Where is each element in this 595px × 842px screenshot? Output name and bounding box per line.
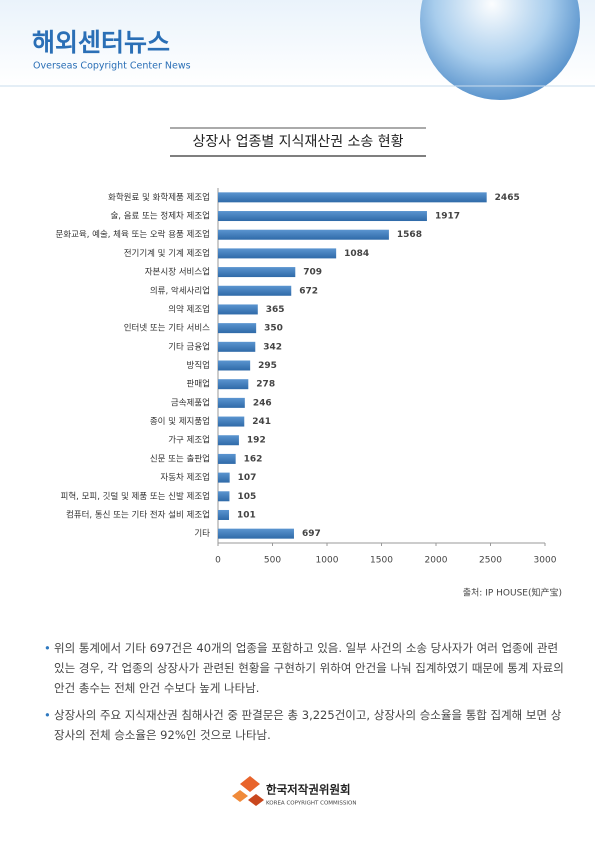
- bar: [218, 267, 296, 278]
- value-label: 1917: [435, 212, 460, 222]
- value-label: 278: [256, 380, 275, 390]
- value-label: 241: [252, 417, 271, 427]
- bar: [218, 472, 230, 483]
- footer-org: 한국저작권위원회: [266, 783, 351, 797]
- bar: [218, 192, 487, 203]
- value-label: 246: [253, 398, 272, 408]
- value-label: 709: [303, 268, 322, 278]
- value-label: 350: [264, 324, 283, 334]
- bar: [218, 248, 337, 259]
- category-label: 컴퓨터, 통신 또는 기타 전자 설비 제조업: [66, 509, 210, 520]
- value-label: 1568: [397, 230, 422, 240]
- category-label: 신문 또는 출판업: [150, 453, 210, 464]
- logo-mark: [248, 794, 264, 806]
- bar: [218, 229, 389, 240]
- chart-title: 상장사 업종별 지식재산권 소송 현황: [193, 134, 404, 150]
- value-label: 672: [299, 286, 318, 296]
- bar: [218, 304, 258, 315]
- logo-mark: [240, 776, 260, 792]
- bar: [218, 491, 230, 502]
- category-label: 판매업: [187, 380, 210, 390]
- bullet-text: 상장사의 주요 지식재산권 침해사건 중 판결문은 총 3,225건이고, 상장…: [44, 705, 564, 745]
- value-label: 105: [237, 492, 256, 502]
- bullet-text: 위의 통계에서 기타 697건은 40개의 업종을 포함하고 있음. 일부 사건…: [44, 638, 564, 698]
- footer-logo: [232, 776, 264, 806]
- x-tick-label: 2500: [479, 556, 502, 566]
- category-label: 피혁, 모피, 깃털 및 제품 또는 신발 제조업: [61, 491, 210, 502]
- bar: [218, 341, 256, 352]
- value-label: 162: [244, 454, 263, 464]
- bar: [218, 323, 257, 334]
- category-label: 인터넷 또는 기타 서비스: [124, 323, 210, 334]
- header-title: 해외센터뉴스: [32, 28, 170, 57]
- x-tick-label: 2000: [425, 556, 448, 566]
- bar: [218, 285, 292, 296]
- value-label: 192: [247, 436, 266, 446]
- x-tick-label: 500: [264, 556, 281, 566]
- category-label: 문화교육, 예술, 체육 또는 오락 용품 제조업: [55, 229, 210, 240]
- category-label: 의약 제조업: [168, 304, 210, 315]
- footer-org-en: KOREA COPYRIGHT COMMISSION: [266, 801, 356, 807]
- x-tick-label: 1500: [370, 556, 393, 566]
- x-tick-label: 1000: [316, 556, 339, 566]
- bar: [218, 416, 245, 427]
- bar: [218, 528, 294, 539]
- value-label: 101: [237, 510, 256, 520]
- category-label: 기타: [194, 529, 210, 539]
- x-tick-label: 3000: [534, 556, 557, 566]
- bar: [218, 360, 251, 371]
- category-label: 금속제품업: [171, 398, 210, 408]
- category-label: 자본시장 서비스업: [145, 267, 210, 278]
- value-label: 342: [263, 342, 282, 352]
- bar: [218, 509, 230, 520]
- source: 출처: IP HOUSE(知产宝): [463, 587, 562, 599]
- category-label: 화학원료 및 화학제품 제조업: [108, 192, 210, 203]
- category-label: 전기기계 및 기계 제조업: [124, 248, 210, 259]
- category-label: 의류, 악세사리업: [150, 285, 210, 296]
- value-label: 697: [302, 529, 321, 539]
- value-label: 1084: [344, 249, 369, 259]
- category-label: 방직업: [187, 360, 210, 371]
- bar: [218, 379, 249, 390]
- category-label: 기타 금융업: [168, 342, 210, 352]
- value-label: 295: [258, 361, 277, 371]
- category-label: 가구 제조업: [168, 436, 210, 446]
- value-label: 365: [266, 305, 285, 315]
- bar: [218, 453, 236, 464]
- x-tick-label: 0: [215, 556, 221, 566]
- bar: [218, 435, 239, 446]
- logo-mark: [232, 790, 248, 802]
- value-label: 2465: [495, 193, 520, 203]
- category-label: 종이 및 제지품업: [150, 416, 210, 427]
- header-subtitle: Overseas Copyright Center News: [33, 61, 191, 72]
- value-label: 107: [238, 473, 257, 483]
- category-label: 술, 음료 또는 정제차 제조업: [110, 211, 210, 222]
- category-label: 자동차 제조업: [160, 473, 210, 483]
- bar: [218, 397, 245, 408]
- globe-decoration: [420, 0, 580, 100]
- bar: [218, 211, 427, 222]
